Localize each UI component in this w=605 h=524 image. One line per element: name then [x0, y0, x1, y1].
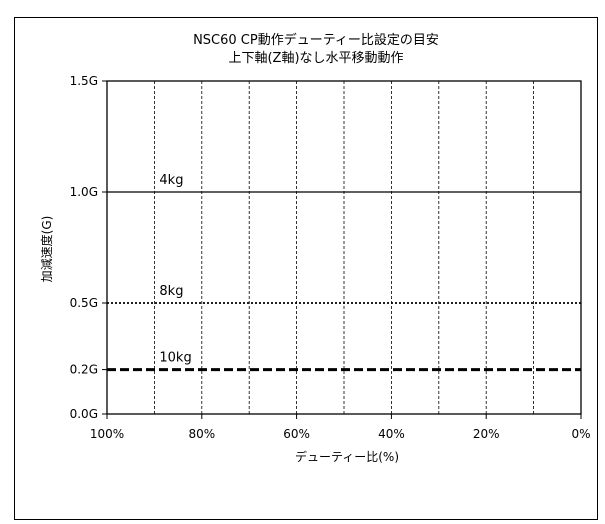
plot-area: [106, 80, 582, 415]
chart-svg: NSC60 CP動作デューティー比設定の目安 上下軸(Z軸)なし水平移動動作 4…: [39, 32, 591, 464]
x-tick-label: 60%: [283, 427, 310, 441]
gridlines: [153, 81, 534, 414]
x-tick-label: 100%: [90, 427, 124, 441]
y-tick-label: 1.0G: [70, 185, 98, 199]
series-label-10kg: 10kg: [159, 351, 191, 366]
series-group: 4kg 8kg 10kg: [107, 173, 581, 372]
chart-frame: NSC60 CP動作デューティー比設定の目安 上下軸(Z軸)なし水平移動動作 4…: [14, 17, 598, 520]
y-axis-ticks: 1.5G 1.0G 0.5G 0.2G 0.0G: [70, 74, 107, 421]
x-tick-label: 80%: [188, 427, 215, 441]
series-label-4kg: 4kg: [159, 173, 183, 188]
y-tick-label: 0.5G: [70, 296, 98, 310]
y-tick-label: 1.5G: [70, 74, 98, 88]
x-axis-label: デューティー比(%): [295, 449, 399, 464]
y-tick-label: 0.0G: [70, 407, 98, 421]
y-axis-label: 加減速度(G): [39, 216, 54, 283]
x-tick-label: 0%: [571, 427, 590, 441]
x-tick-label: 20%: [473, 427, 500, 441]
x-tick-label: 40%: [378, 427, 405, 441]
chart-subtitle: 上下軸(Z軸)なし水平移動動作: [228, 51, 403, 66]
series-label-8kg: 8kg: [159, 284, 183, 299]
x-axis-ticks: 100% 80% 60% 40% 20% 0%: [90, 414, 591, 441]
y-tick-label: 0.2G: [70, 363, 98, 377]
chart-title: NSC60 CP動作デューティー比設定の目安: [193, 32, 439, 48]
